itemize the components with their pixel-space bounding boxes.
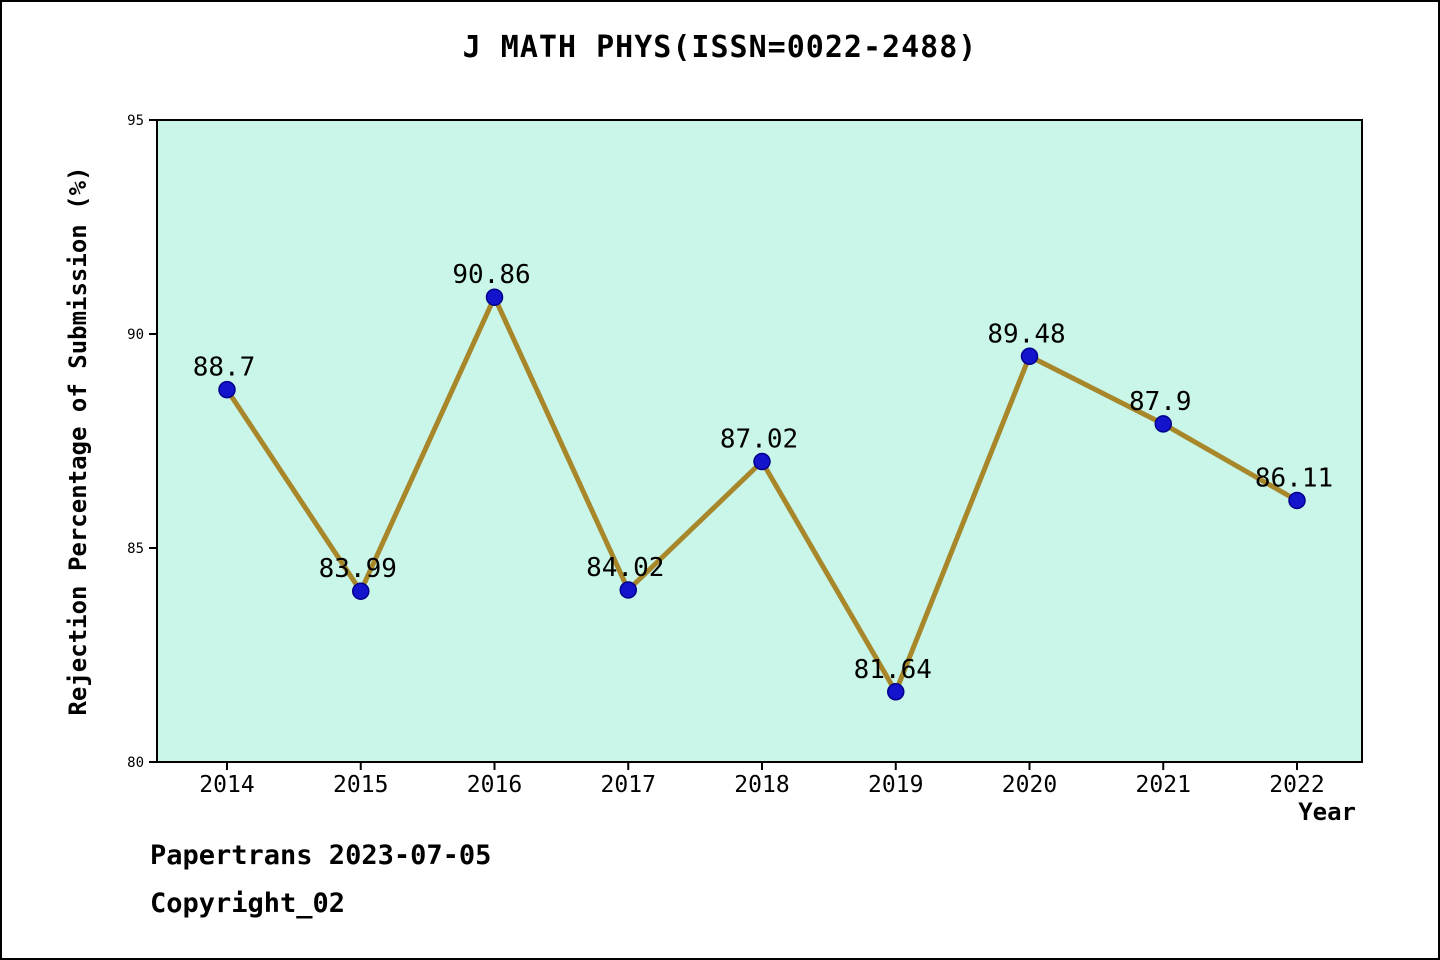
y-tick-label: 80 [127,755,144,771]
data-point [1288,491,1306,510]
x-tick-label: 2020 [1002,772,1057,798]
plot-area [156,119,1363,763]
chart-title: J MATH PHYS(ISSN=0022-2488) [462,30,978,65]
data-point [887,683,905,701]
data-point [1154,415,1172,433]
footer-copyright: Copyright_02 [150,888,346,919]
data-point-label: 89.48 [987,319,1065,349]
data-point-label: 87.02 [720,425,798,455]
data-point [1020,347,1039,366]
data-point-label: 86.11 [1255,463,1333,493]
data-point-label: 83.99 [319,554,397,584]
data-point-label: 90.86 [452,260,530,290]
x-tick-label: 2016 [467,772,522,798]
x-tick-label: 2014 [199,772,254,798]
data-point [485,288,504,306]
x-tick-label: 2022 [1269,772,1324,798]
x-tick-label: 2019 [868,772,923,798]
x-tick-label: 2021 [1136,772,1191,798]
x-axis-label: Year [1298,798,1356,826]
footer-watermark-date: Papertrans 2023-07-05 [150,840,492,871]
x-tick-label: 2017 [601,772,656,798]
y-tick-label: 95 [127,113,144,129]
x-tick-label: 2015 [333,772,388,798]
x-tick-label: 2018 [734,772,789,798]
data-point [619,581,637,599]
data-point [352,582,370,600]
y-tick-label: 90 [127,327,144,343]
data-point [218,380,236,399]
data-point-label: 88.7 [193,353,256,383]
data-point-label: 87.9 [1129,387,1192,417]
data-point-label: 81.64 [854,655,932,685]
data-point-label: 84.02 [586,553,664,583]
data-point [753,452,771,471]
y-tick-label: 85 [127,541,144,557]
y-axis-label: Rejection Percentage of Submission (%) [64,166,92,716]
